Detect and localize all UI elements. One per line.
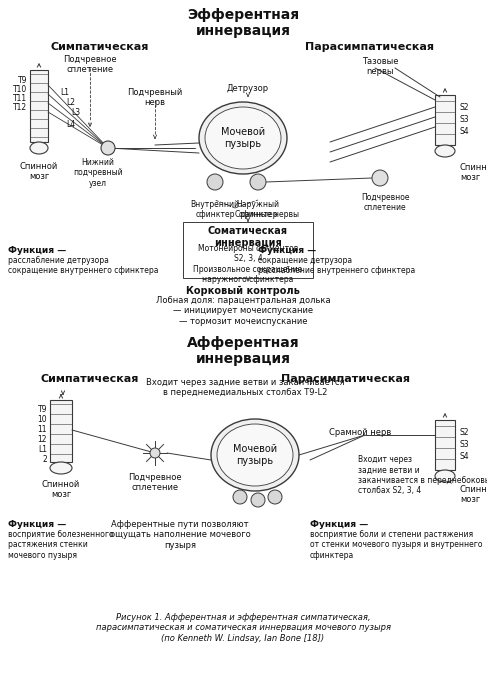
Ellipse shape xyxy=(435,145,455,157)
Text: Наружный
сфинктер: Наружный сфинктер xyxy=(237,200,280,219)
Text: Подчревное
сплетение: Подчревное сплетение xyxy=(63,55,117,74)
Circle shape xyxy=(207,174,223,190)
Text: +: + xyxy=(211,177,219,187)
Text: Функция —: Функция — xyxy=(310,520,368,529)
Text: Мочевой
пузырь: Мочевой пузырь xyxy=(233,444,277,466)
Text: Спинной
мозг: Спинной мозг xyxy=(20,162,58,182)
Text: T9: T9 xyxy=(18,76,27,85)
Text: Детрузор: Детрузор xyxy=(227,84,269,93)
Text: Афферентная
иннервация: Афферентная иннервация xyxy=(187,336,300,367)
Text: L3: L3 xyxy=(71,108,80,117)
Text: Лобная доля: парацентральная долька
— инициирует мочеиспускание
— тормозит мочеи: Лобная доля: парацентральная долька — ин… xyxy=(156,296,330,326)
Bar xyxy=(50,400,72,462)
Text: S2: S2 xyxy=(460,428,469,437)
Text: Афферентные пути позволяют
ощущать наполнение мочевого
пузыря: Афферентные пути позволяют ощущать напол… xyxy=(110,520,250,550)
Text: S2: S2 xyxy=(460,103,469,112)
Text: Симпатическая: Симпатическая xyxy=(51,42,149,52)
Text: восприятие боли и степени растяжения
от стенки мочевого пузыря и внутреннего
сфи: восприятие боли и степени растяжения от … xyxy=(310,530,483,560)
Ellipse shape xyxy=(199,102,287,174)
Text: Тазовые
nервы: Тазовые nервы xyxy=(362,57,398,76)
Text: L1: L1 xyxy=(60,88,69,97)
Bar xyxy=(183,222,313,278)
Text: сокращение детрузора
расслабление внутреннего сфинктера: сокращение детрузора расслабление внутре… xyxy=(258,256,415,275)
Circle shape xyxy=(250,174,266,190)
Ellipse shape xyxy=(50,462,72,474)
Text: Внутренний
сфинктер: Внутренний сфинктер xyxy=(190,200,240,219)
Text: T10: T10 xyxy=(13,85,27,94)
Text: Симпатическая: Симпатическая xyxy=(41,374,139,384)
Bar xyxy=(435,420,455,470)
Text: T9: T9 xyxy=(37,405,47,414)
Text: Входит через задние ветви и заканчивается
в переднемедиальных столбах T9-L2: Входит через задние ветви и заканчиваетс… xyxy=(146,378,344,398)
Text: 2: 2 xyxy=(42,455,47,464)
Text: Подчревный
нерв: Подчревный нерв xyxy=(128,88,183,107)
Text: L1: L1 xyxy=(38,445,47,454)
Text: Нижний
подчревный
узел: Нижний подчревный узел xyxy=(73,158,123,188)
Circle shape xyxy=(251,493,265,507)
Text: T12: T12 xyxy=(13,103,27,112)
Circle shape xyxy=(150,448,160,458)
Ellipse shape xyxy=(211,419,299,491)
Bar xyxy=(435,95,455,145)
Text: 12: 12 xyxy=(37,435,47,444)
Ellipse shape xyxy=(217,424,293,486)
Text: Спинной
мозг: Спинной мозг xyxy=(460,485,487,504)
Text: Срамной нерв: Срамной нерв xyxy=(329,428,391,437)
Text: Спинной
мозг: Спинной мозг xyxy=(460,163,487,182)
Ellipse shape xyxy=(30,142,48,154)
Text: Соматическая
иннервация: Соматическая иннервация xyxy=(208,226,288,248)
Text: 11: 11 xyxy=(37,425,47,434)
Text: T11: T11 xyxy=(13,94,27,103)
Text: L2: L2 xyxy=(66,98,75,107)
Text: Подчревное
сплетение: Подчревное сплетение xyxy=(361,193,409,213)
Text: Функция —: Функция — xyxy=(8,520,66,529)
Text: S4: S4 xyxy=(460,452,469,461)
Text: Функция —: Функция — xyxy=(8,246,66,255)
Text: Срамные нервы: Срамные нервы xyxy=(235,210,299,219)
Ellipse shape xyxy=(435,470,455,482)
Text: Парасимпатическая: Парасимпатическая xyxy=(305,42,434,52)
Text: Входит через
задние ветви и
заканчивается в переднебоковых
столбах S2, 3, 4: Входит через задние ветви и заканчиваетс… xyxy=(358,455,487,495)
Text: L4: L4 xyxy=(66,120,75,129)
Text: Парасимпатическая: Парасимпатическая xyxy=(281,374,410,384)
Circle shape xyxy=(372,170,388,186)
Ellipse shape xyxy=(205,107,281,169)
Text: Спинной
мозг: Спинной мозг xyxy=(42,480,80,500)
Text: восприятие болезненного
растяжения стенки
мочевого пузыря: восприятие болезненного растяжения стенк… xyxy=(8,530,113,560)
Circle shape xyxy=(101,141,115,155)
Text: S4: S4 xyxy=(460,127,469,136)
Text: Мотонейроны сегментов
S2, 3, 4
Произвольное сокращение
наружного сфинктера: Мотонейроны сегментов S2, 3, 4 Произволь… xyxy=(193,244,302,284)
Circle shape xyxy=(268,490,282,504)
Text: Функция —: Функция — xyxy=(258,246,316,255)
Text: S3: S3 xyxy=(460,115,469,124)
Circle shape xyxy=(233,490,247,504)
Text: расслабление детрузора
сокращение внутреннего сфинктера: расслабление детрузора сокращение внутре… xyxy=(8,256,158,275)
Text: Подчревное
сплетение: Подчревное сплетение xyxy=(128,473,182,492)
Text: Корковый контроль: Корковый контроль xyxy=(186,286,300,296)
Bar xyxy=(30,70,48,142)
Text: Мочевой
пузырь: Мочевой пузырь xyxy=(221,127,265,148)
Text: Эфферентная
иннервация: Эфферентная иннервация xyxy=(187,8,299,38)
Text: S3: S3 xyxy=(460,440,469,449)
Text: 10: 10 xyxy=(37,415,47,424)
Text: Рисунок 1. Афферентная и эфферентная симпатическая,
парасимпатическая и соматиче: Рисунок 1. Афферентная и эфферентная сим… xyxy=(95,613,391,643)
